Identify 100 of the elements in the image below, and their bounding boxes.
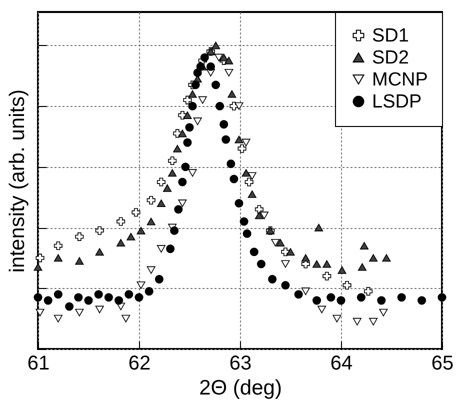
point xyxy=(369,318,378,326)
point xyxy=(364,287,373,296)
point xyxy=(379,308,388,316)
point xyxy=(116,217,126,226)
legend-label: LSDP xyxy=(372,92,422,112)
point xyxy=(134,293,144,302)
point xyxy=(75,232,84,241)
point xyxy=(211,42,220,50)
point xyxy=(242,169,250,177)
point xyxy=(132,208,140,217)
point xyxy=(281,260,290,268)
point xyxy=(183,138,192,147)
point xyxy=(116,238,126,246)
point xyxy=(144,287,154,296)
point xyxy=(200,53,209,62)
x-tick-label: 61 xyxy=(27,352,50,374)
point xyxy=(44,296,52,305)
point xyxy=(163,184,172,192)
point xyxy=(198,96,207,104)
point xyxy=(136,226,146,234)
legend-label: SD1 xyxy=(372,26,409,46)
point xyxy=(301,288,310,296)
legend-label: MCNP xyxy=(372,70,428,90)
point xyxy=(84,296,93,305)
point xyxy=(242,138,250,146)
point xyxy=(168,169,177,177)
point xyxy=(438,293,446,302)
point xyxy=(397,293,406,302)
point xyxy=(250,248,258,256)
point xyxy=(228,90,236,98)
point xyxy=(260,212,269,220)
point xyxy=(332,314,342,322)
point xyxy=(211,80,220,90)
point xyxy=(114,296,124,305)
point xyxy=(95,248,104,256)
point xyxy=(301,254,310,262)
point xyxy=(174,205,183,214)
point xyxy=(312,260,322,268)
point xyxy=(183,111,192,119)
point xyxy=(226,160,236,168)
point xyxy=(268,274,277,284)
point xyxy=(224,68,234,76)
x-tick-label: 65 xyxy=(431,352,454,374)
point xyxy=(156,178,166,186)
point xyxy=(234,136,244,144)
point xyxy=(36,254,44,262)
point xyxy=(183,96,192,104)
point xyxy=(322,272,332,280)
legend-label: SD2 xyxy=(372,48,409,68)
point xyxy=(352,318,362,326)
point xyxy=(240,217,248,226)
x-tick-label: 64 xyxy=(330,352,353,374)
point xyxy=(238,144,246,153)
point xyxy=(222,135,230,144)
point xyxy=(256,260,266,268)
point xyxy=(230,174,238,184)
point xyxy=(126,232,136,240)
point xyxy=(377,296,386,305)
point xyxy=(104,293,113,302)
point xyxy=(173,144,182,152)
point xyxy=(188,102,197,110)
point xyxy=(154,274,164,284)
y-axis-title: intensity (arb. units) xyxy=(6,89,29,273)
point xyxy=(178,200,187,208)
point xyxy=(54,242,62,250)
point xyxy=(254,205,264,214)
point xyxy=(360,242,369,250)
point xyxy=(75,257,84,265)
point xyxy=(178,178,187,186)
point xyxy=(254,212,264,220)
point xyxy=(146,196,156,205)
point xyxy=(338,266,346,274)
point xyxy=(342,280,352,290)
point xyxy=(74,293,83,302)
point xyxy=(248,190,256,198)
point xyxy=(156,200,166,208)
point xyxy=(281,280,290,290)
point xyxy=(326,293,336,302)
point xyxy=(94,290,103,299)
point xyxy=(95,226,104,235)
point xyxy=(193,118,202,126)
point xyxy=(318,306,326,314)
point xyxy=(136,281,146,289)
point xyxy=(234,199,244,208)
point xyxy=(146,218,156,226)
point xyxy=(170,226,179,235)
point xyxy=(418,296,426,305)
point xyxy=(95,306,104,314)
point xyxy=(369,254,378,262)
point xyxy=(356,293,366,302)
point xyxy=(54,254,62,262)
point xyxy=(312,296,322,305)
point xyxy=(382,254,391,262)
point xyxy=(178,130,187,138)
point xyxy=(336,296,346,305)
point xyxy=(122,314,130,322)
point xyxy=(220,120,228,129)
x-axis-title: 2Θ (deg) xyxy=(199,376,282,400)
point xyxy=(244,178,254,186)
point xyxy=(188,169,197,177)
